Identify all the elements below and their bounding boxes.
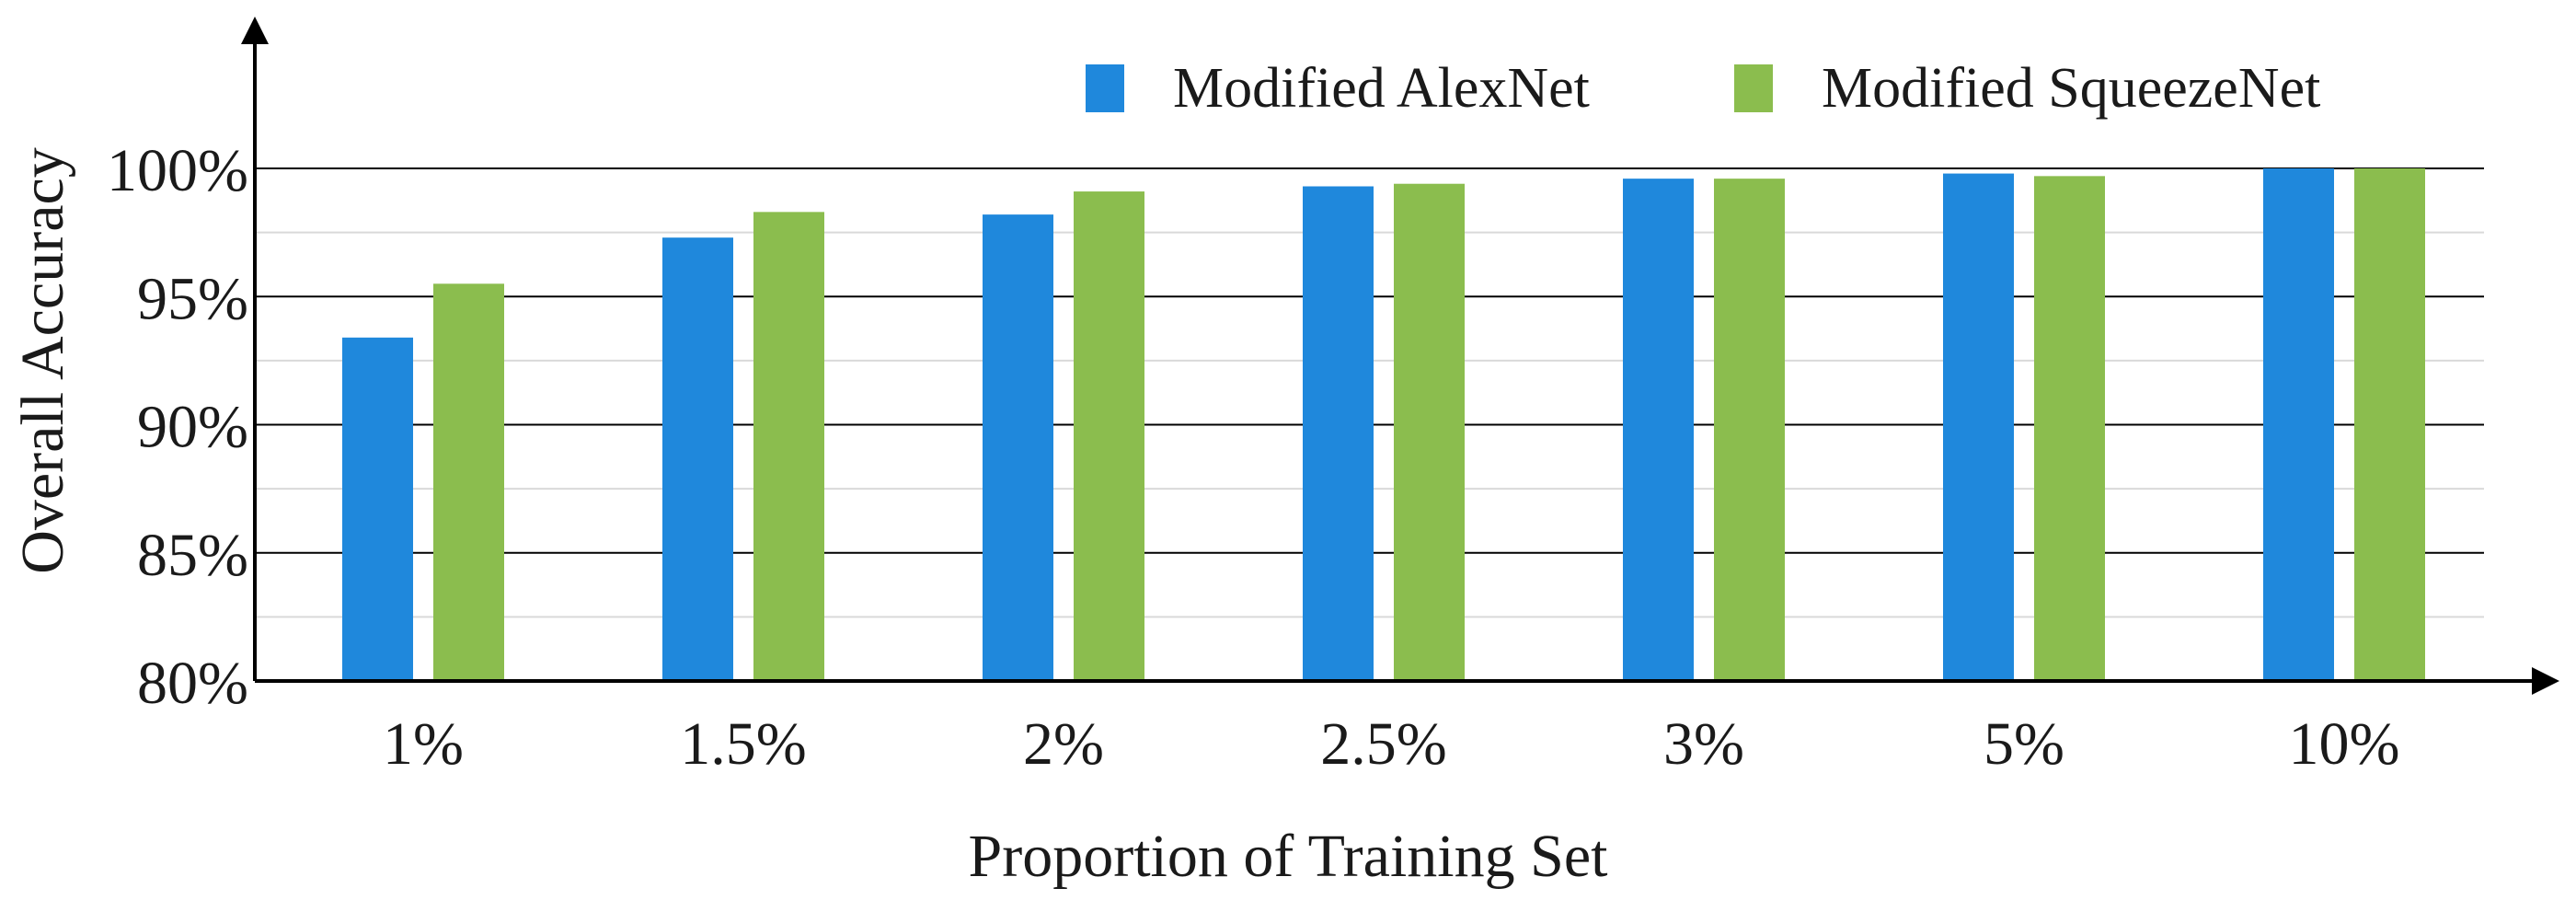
x-tick-labels: 1% 1.5% 2% 2.5% 3% 5% 10% — [383, 710, 2399, 778]
y-axis-arrow — [241, 17, 269, 44]
x-tick-label: 2% — [1023, 710, 1104, 778]
x-tick-label: 2.5% — [1320, 710, 1446, 778]
bars — [342, 168, 2425, 682]
legend-swatch — [1734, 64, 1773, 112]
bar-alexnet-5 — [1943, 173, 2014, 681]
y-tick-label: 100% — [107, 137, 248, 204]
y-axis-title: Overall Accuracy — [9, 147, 76, 574]
x-tick-label: 3% — [1663, 710, 1744, 778]
bar-squeezenet-3 — [1394, 183, 1465, 681]
y-tick-label: 80% — [137, 650, 248, 717]
legend-label: Modified SqueezeNet — [1822, 57, 2320, 120]
axes — [241, 17, 2559, 695]
bar-squeezenet-1 — [753, 212, 824, 681]
bar-alexnet-3 — [1303, 186, 1374, 681]
bar-squeezenet-5 — [2034, 176, 2105, 682]
bar-squeezenet-2 — [1074, 191, 1144, 681]
legend-swatch — [1086, 64, 1124, 112]
x-axis-title: Proportion of Training Set — [969, 823, 1608, 890]
bar-alexnet-1 — [662, 237, 733, 681]
bar-alexnet-4 — [1623, 179, 1694, 681]
y-tick-label: 85% — [137, 522, 248, 589]
y-tick-label: 90% — [137, 394, 248, 461]
y-tick-label: 95% — [137, 265, 248, 332]
y-tick-labels: 80% 85% 90% 95% 100% — [107, 137, 248, 717]
legend: Modified AlexNet Modified SqueezeNet — [1086, 57, 2320, 120]
bar-squeezenet-4 — [1714, 179, 1785, 681]
bar-alexnet-6 — [2263, 168, 2334, 681]
bar-alexnet-2 — [983, 214, 1053, 681]
bar-squeezenet-0 — [433, 283, 504, 681]
bar-squeezenet-6 — [2354, 168, 2425, 681]
x-axis-arrow — [2532, 667, 2559, 695]
legend-label: Modified AlexNet — [1173, 57, 1590, 120]
x-tick-label: 1.5% — [680, 710, 806, 778]
x-tick-label: 1% — [383, 710, 464, 778]
x-tick-label: 5% — [1984, 710, 2064, 778]
x-tick-label: 10% — [2289, 710, 2400, 778]
bar-alexnet-0 — [342, 337, 413, 681]
